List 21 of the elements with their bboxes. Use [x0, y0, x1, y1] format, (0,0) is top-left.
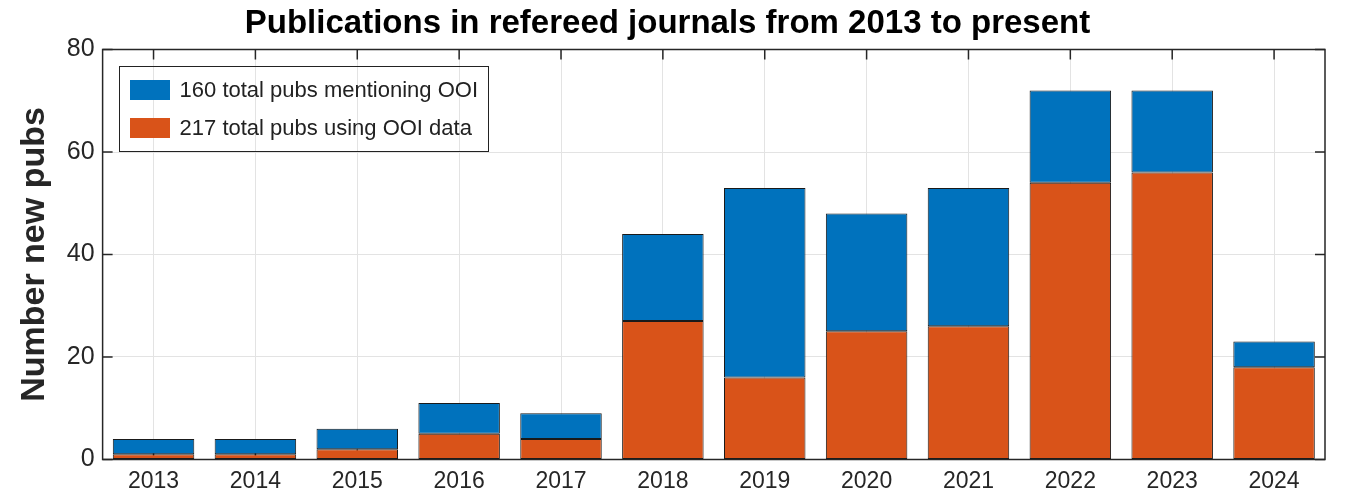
- x-tick-label: 2019: [739, 466, 791, 493]
- x-tick-label: 2024: [1248, 466, 1300, 493]
- x-tick-label: 2023: [1146, 466, 1198, 493]
- y-tick-label: 60: [66, 135, 95, 164]
- y-tick-label: 0: [80, 443, 95, 472]
- x-tick-label: 2020: [841, 466, 893, 493]
- y-axis-title: Number new pubs: [12, 107, 51, 402]
- chart-title: Publications in refereed journals from 2013 to present: [244, 2, 1091, 40]
- x-tick-label: 2017: [535, 466, 587, 493]
- x-tick-label: 2022: [1044, 466, 1096, 493]
- y-tick-label: 40: [66, 238, 95, 267]
- y-tick-label: 20: [66, 340, 95, 369]
- x-tick-label: 2018: [637, 466, 689, 493]
- legend-label: 217 total pubs using OOI data: [179, 114, 472, 141]
- x-tick-label: 2014: [229, 466, 282, 493]
- x-tick-label: 2015: [331, 466, 383, 493]
- legend-label: 160 total pubs mentioning OOI: [179, 76, 479, 103]
- y-tick-label: 80: [66, 33, 95, 62]
- x-tick-label: 2021: [942, 466, 995, 493]
- x-tick-label: 2013: [127, 466, 180, 493]
- x-tick-label: 2016: [433, 466, 485, 493]
